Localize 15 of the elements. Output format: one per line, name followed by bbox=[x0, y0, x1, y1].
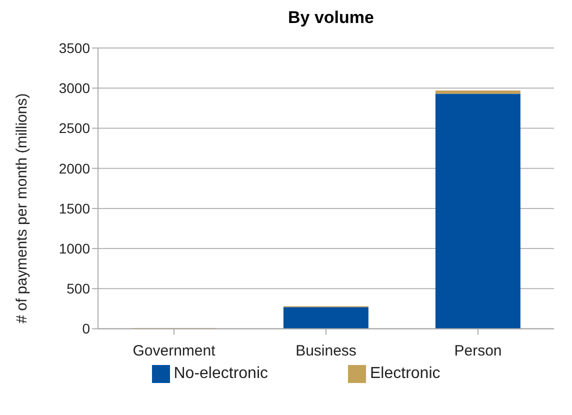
y-tick-label: 0 bbox=[82, 320, 90, 337]
y-tick-label: 1500 bbox=[58, 200, 90, 216]
x-tick-label: Business bbox=[296, 342, 356, 360]
legend-label: No-electronic bbox=[174, 365, 268, 382]
y-tick-label: 2000 bbox=[58, 160, 90, 176]
y-tick-label: 3000 bbox=[58, 80, 90, 96]
y-tick-label: 500 bbox=[66, 280, 90, 297]
y-tick-label: 2500 bbox=[58, 120, 90, 136]
x-tick-label: Government bbox=[132, 342, 216, 360]
x-tick-label: Person bbox=[454, 342, 502, 360]
y-axis-title: # of payments per month (millions) bbox=[13, 93, 30, 324]
y-tick-label: 1000 bbox=[58, 240, 90, 257]
chart-title: By volume bbox=[287, 8, 375, 28]
y-tick-label: 3500 bbox=[58, 40, 90, 56]
legend-label: Electronic bbox=[370, 365, 440, 382]
